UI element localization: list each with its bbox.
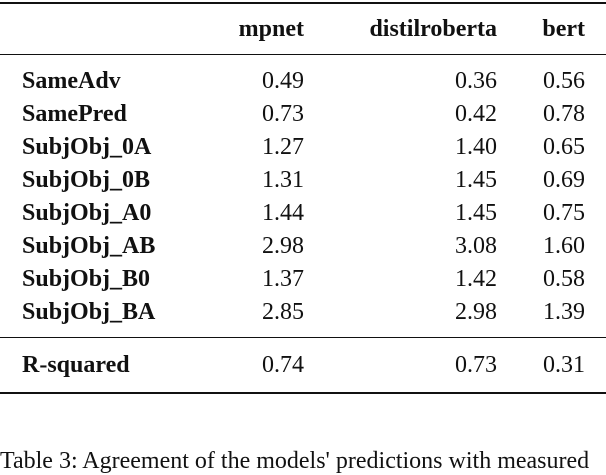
header-row: mpnet distilroberta bert bbox=[0, 2, 606, 55]
cell: 0.31 bbox=[497, 337, 585, 394]
row-label: SubjObj_A0 bbox=[22, 200, 152, 226]
spacer bbox=[585, 2, 606, 55]
spacer bbox=[585, 131, 606, 164]
column-header: distilroberta bbox=[304, 2, 497, 55]
cell: 2.85 bbox=[200, 296, 304, 338]
cell: 1.60 bbox=[543, 233, 585, 259]
row-label: SamePred bbox=[22, 101, 127, 127]
row-label: SubjObj_B0 bbox=[22, 266, 151, 292]
spacer bbox=[585, 164, 606, 197]
table-row: R-squared 0.74 0.73 0.31 bbox=[0, 337, 606, 394]
results-table: mpnet distilroberta bert SameAdv 0.49 0.36 0.… bbox=[0, 2, 606, 394]
spacer bbox=[585, 55, 606, 99]
cell: 1.45 bbox=[455, 200, 497, 226]
row-label: SubjObj_0B bbox=[22, 167, 151, 193]
spacer bbox=[585, 337, 606, 394]
cell: 1.40 bbox=[455, 134, 497, 160]
cell: 0.73 bbox=[262, 101, 304, 127]
cell: 0.78 bbox=[543, 101, 585, 127]
spacer bbox=[585, 263, 606, 296]
column-header: mpnet bbox=[200, 2, 304, 55]
row-label: SameAdv bbox=[22, 68, 121, 94]
cell: 2.98 bbox=[262, 233, 304, 259]
spacer bbox=[585, 98, 606, 131]
cell: 1.37 bbox=[262, 266, 304, 292]
cell: 0.74 bbox=[200, 337, 304, 394]
cell: 1.45 bbox=[455, 167, 497, 193]
cell: 0.73 bbox=[304, 337, 497, 394]
cell: 0.49 bbox=[262, 68, 304, 94]
table-row: SubjObj_0B 1.31 1.45 0.69 bbox=[0, 164, 606, 197]
cell: 2.98 bbox=[304, 296, 497, 338]
cell: 0.58 bbox=[543, 266, 585, 292]
row-label: SubjObj_BA bbox=[0, 296, 200, 338]
spacer bbox=[585, 230, 606, 263]
row-label: SubjObj_0A bbox=[22, 134, 152, 160]
cell: 0.65 bbox=[543, 134, 585, 160]
cell: 1.44 bbox=[262, 200, 304, 226]
cell: 0.56 bbox=[543, 68, 585, 94]
table-row: SubjObj_BA 2.85 2.98 1.39 bbox=[0, 296, 606, 338]
cell: 0.69 bbox=[543, 167, 585, 193]
table-row: SubjObj_A0 1.44 1.45 0.75 bbox=[0, 197, 606, 230]
row-label: R-squared bbox=[0, 337, 200, 394]
cell: 3.08 bbox=[455, 233, 497, 259]
row-label: SubjObj_AB bbox=[22, 233, 156, 259]
table-row: SubjObj_AB 2.98 3.08 1.60 bbox=[0, 230, 606, 263]
cell: 1.31 bbox=[262, 167, 304, 193]
spacer bbox=[585, 296, 606, 338]
table-row: SameAdv 0.49 0.36 0.56 bbox=[0, 55, 606, 99]
spacer bbox=[585, 197, 606, 230]
cell: 0.36 bbox=[455, 68, 497, 94]
column-header: bert bbox=[497, 2, 585, 55]
cell: 1.27 bbox=[262, 134, 304, 160]
cell: 0.75 bbox=[543, 200, 585, 226]
cell: 1.42 bbox=[455, 266, 497, 292]
cell: 0.42 bbox=[455, 101, 497, 127]
table-row: SamePred 0.73 0.42 0.78 bbox=[0, 98, 606, 131]
table-row: SubjObj_B0 1.37 1.42 0.58 bbox=[0, 263, 606, 296]
cell: 1.39 bbox=[497, 296, 585, 338]
table-row: SubjObj_0A 1.27 1.40 0.65 bbox=[0, 131, 606, 164]
